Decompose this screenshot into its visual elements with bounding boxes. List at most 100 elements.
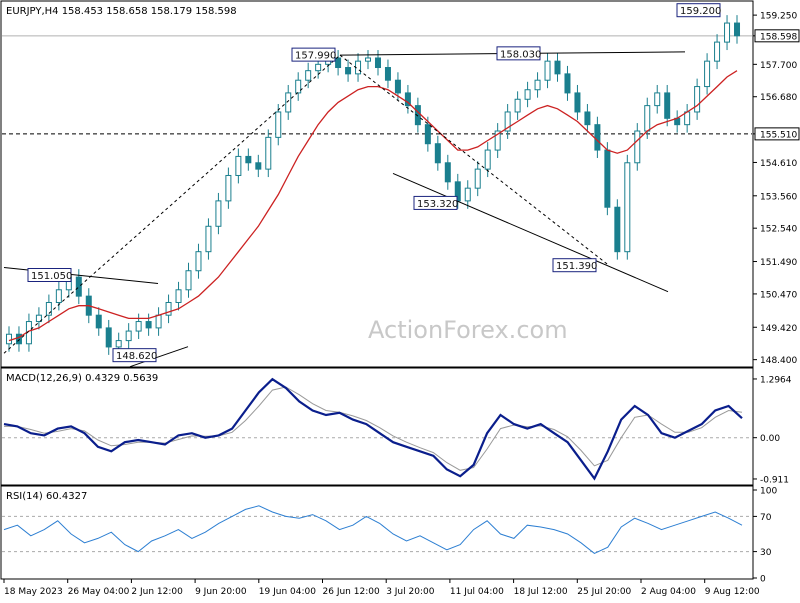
watermark: ActionForex.com	[368, 316, 568, 344]
candle-body	[514, 98, 521, 113]
candle-body	[694, 86, 701, 113]
time-tick-label: 3 Jul 20:00	[386, 587, 435, 597]
candle-body	[305, 70, 312, 81]
price-annotation-box	[552, 258, 597, 273]
candle-body	[345, 67, 352, 75]
candle-body	[584, 111, 591, 126]
candle-body	[125, 330, 132, 342]
price-annotation-label: 148.620	[116, 351, 157, 362]
candle-body	[594, 124, 601, 151]
time-tick-label: 9 Aug 12:00	[705, 587, 760, 597]
candle-body	[135, 321, 142, 332]
candle-body	[544, 60, 551, 81]
candle-body	[654, 92, 661, 107]
candle-body	[534, 79, 541, 91]
candle-body	[335, 57, 342, 69]
candle-body	[384, 67, 391, 81]
rsi-tick-label: 100	[760, 487, 777, 497]
price-tick-label: 157.700	[760, 61, 797, 71]
rsi-layer	[2, 505, 752, 554]
candle-body	[664, 92, 671, 119]
candle-body	[115, 340, 122, 348]
macd-panel-frame	[0, 367, 754, 486]
price-tick-label: 156.680	[760, 93, 797, 103]
rsi-line	[3, 505, 743, 554]
candle-body	[35, 314, 42, 323]
candle-body	[285, 92, 292, 113]
candle-body	[464, 187, 471, 202]
candle-body	[15, 333, 22, 345]
trendline-dashed-fall	[339, 54, 609, 266]
rsi-title: RSI(14) 60.4327	[6, 491, 87, 502]
candle-body	[604, 149, 611, 208]
price-tick-label: 148.400	[760, 356, 797, 366]
candle-body	[245, 155, 252, 164]
candle-body	[644, 105, 651, 132]
axis-layer: 159.250 158.598 157.700 156.680 155.510 154.6…	[3, 12, 800, 597]
price-tick-label: 158.598	[760, 32, 797, 42]
candle-body	[474, 168, 481, 189]
candle-body	[175, 289, 182, 303]
candle-body	[105, 327, 112, 348]
rsi-panel-frame	[0, 485, 754, 580]
candle-body	[724, 22, 731, 43]
candle-body	[614, 206, 621, 253]
trendline-dashed-rise	[3, 54, 341, 354]
candle-body	[634, 130, 641, 164]
time-tick-label: 2 Aug 04:00	[641, 587, 696, 597]
time-tick-label: 11 Jul 04:00	[450, 587, 504, 597]
time-tick-label: 9 Jun 20:00	[195, 587, 247, 597]
candle-body	[265, 136, 272, 170]
candle-body	[524, 89, 531, 100]
candle-body	[424, 124, 431, 145]
moving-average-line	[8, 70, 738, 342]
candle-body	[255, 162, 262, 170]
candle-body	[315, 63, 322, 72]
time-tick-label: 2 Jun 12:00	[131, 587, 183, 597]
rsi-tick-label: 70	[760, 513, 772, 523]
candle-body	[195, 251, 202, 272]
candle-body	[394, 79, 401, 94]
price-annotation-label: 151.390	[556, 261, 597, 272]
time-tick-label: 18 May 2023	[4, 587, 63, 597]
candle-body	[75, 276, 82, 297]
macd-tick-label: -0.911	[760, 475, 789, 485]
price-tick-label: 153.560	[760, 192, 797, 202]
macd-tick-label: 1.2964	[760, 375, 792, 385]
candle-body	[185, 270, 192, 291]
candle-body	[564, 73, 571, 94]
candle-body	[155, 314, 162, 329]
candle-body	[734, 22, 741, 37]
support-price-box	[754, 127, 800, 141]
candle-body	[684, 111, 691, 126]
candle-body	[704, 60, 711, 88]
candle-body	[215, 200, 222, 227]
candle-body	[374, 57, 381, 69]
price-tick-label: 149.420	[760, 324, 797, 334]
time-tick-label: 25 Jul 20:00	[577, 587, 631, 597]
candle-body	[554, 60, 561, 75]
time-tick-label: 18 Jul 12:00	[514, 587, 568, 597]
price-tick-label: 159.250	[760, 12, 797, 22]
time-tick-label: 26 May 04:00	[68, 587, 130, 597]
price-annotation-box	[496, 46, 541, 61]
price-annotation-label: 153.320	[417, 199, 458, 210]
symbol-header: EURJPY,H4 158.453 158.658 158.179 158.59…	[6, 6, 237, 17]
candle-body	[45, 301, 52, 316]
candle-body	[165, 301, 172, 316]
candle-body	[714, 41, 721, 62]
candle-body	[574, 92, 581, 113]
price-annotation-label: 158.030	[500, 49, 541, 60]
macd-line	[3, 377, 743, 481]
price-tick-label: 150.470	[760, 290, 797, 300]
price-annotation-label: 151.050	[31, 271, 72, 282]
price-annotation-label: 157.990	[295, 51, 336, 62]
rsi-tick-label: 0	[760, 575, 766, 585]
candle-body	[5, 333, 12, 345]
price-layer: 151.050 148.620 157.990 158.030 153.320 151.3…	[2, 3, 752, 368]
candle-body	[434, 143, 441, 164]
price-annotation-box	[413, 195, 458, 210]
candle-body	[484, 149, 491, 170]
